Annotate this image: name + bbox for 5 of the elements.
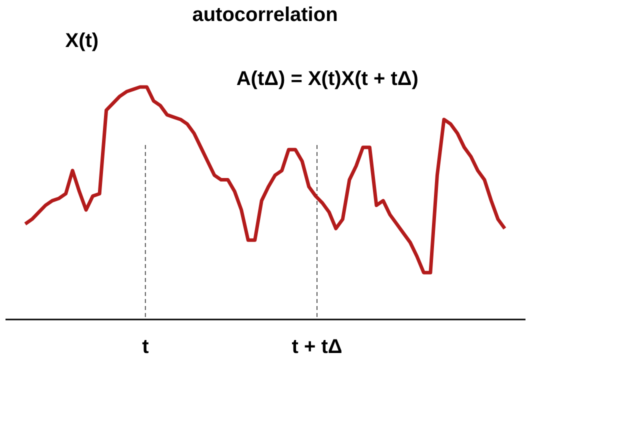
chart-title: autocorrelation	[192, 4, 338, 26]
text: t + tΔ	[292, 336, 342, 358]
text: t	[142, 336, 150, 358]
annotation: A(tΔ) = X(t)X(t + tΔ)	[236, 68, 418, 90]
y-axis-title: X(t)	[65, 30, 99, 52]
